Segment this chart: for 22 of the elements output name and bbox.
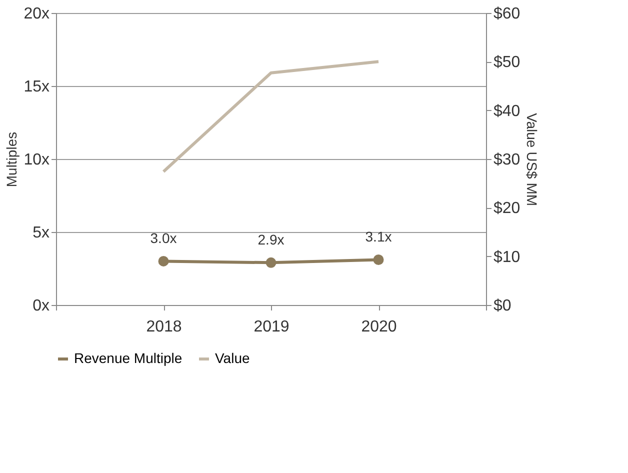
data-label: 2.9x <box>258 232 284 248</box>
y2-tick-label: $20 <box>494 200 520 218</box>
y2-tick-label: $0 <box>494 298 512 314</box>
y2-tick-label: $40 <box>494 102 520 120</box>
y-axis-title: Multiples <box>4 132 20 188</box>
y-tick-label: 5x <box>32 224 50 242</box>
y2-tick-label: $60 <box>494 6 520 22</box>
legend-label: Revenue Multiple <box>74 350 182 366</box>
y2-axis-title: Value US$ MM <box>524 112 540 206</box>
x-tick-label: 2019 <box>254 318 290 336</box>
y-tick-label: 0x <box>32 298 50 314</box>
data-label: 3.0x <box>150 230 177 246</box>
data-label: 3.1x <box>365 228 392 245</box>
y-tick-label: 10x <box>24 152 50 168</box>
legend-label: Value <box>215 350 250 366</box>
y-tick-label: 20x <box>24 6 50 22</box>
x-tick-label: 2020 <box>361 318 397 336</box>
y2-tick-label: $30 <box>494 152 520 168</box>
x-tick-label: 2018 <box>146 318 182 336</box>
y2-tick-label: $10 <box>494 248 520 266</box>
y2-tick-label: $50 <box>494 54 520 72</box>
y-tick-label: 15x <box>24 78 50 96</box>
